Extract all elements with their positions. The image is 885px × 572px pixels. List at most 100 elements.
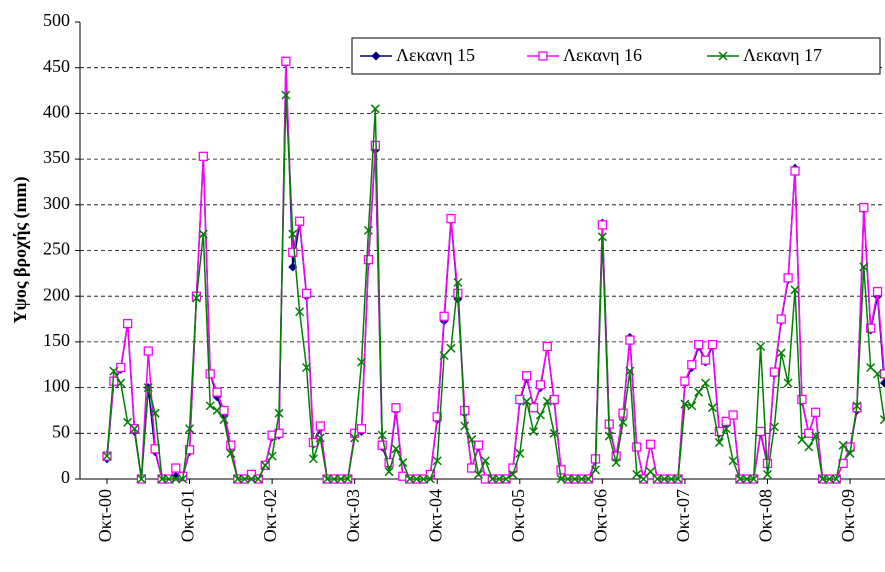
point xyxy=(185,424,195,434)
point xyxy=(136,474,146,484)
point xyxy=(728,456,738,466)
point xyxy=(528,403,539,413)
point xyxy=(783,378,793,388)
point xyxy=(363,254,374,265)
point xyxy=(288,247,298,257)
point xyxy=(831,474,841,484)
point xyxy=(680,376,690,386)
point xyxy=(762,469,773,479)
point xyxy=(171,474,181,484)
point xyxy=(556,465,566,475)
point xyxy=(129,424,140,434)
point xyxy=(879,369,885,379)
point xyxy=(700,355,711,365)
point xyxy=(184,445,195,455)
point xyxy=(749,474,759,484)
point xyxy=(116,378,126,388)
point xyxy=(742,474,752,484)
point xyxy=(824,474,834,484)
point xyxy=(233,474,243,484)
point xyxy=(274,428,284,438)
point xyxy=(460,421,470,431)
legend-marker xyxy=(718,51,728,61)
point xyxy=(288,229,298,239)
point xyxy=(226,448,236,458)
point xyxy=(467,435,477,445)
point xyxy=(508,469,518,479)
point xyxy=(838,440,848,450)
point xyxy=(535,380,546,390)
point xyxy=(109,366,119,376)
point xyxy=(356,424,367,434)
point xyxy=(549,428,559,438)
point xyxy=(384,467,394,477)
legend-label: Λεκανη 15 xyxy=(396,45,475,65)
point xyxy=(879,415,885,425)
point xyxy=(542,396,552,406)
point xyxy=(687,401,697,411)
point xyxy=(618,417,628,427)
legend-box xyxy=(351,37,881,75)
point xyxy=(391,444,401,454)
point xyxy=(260,460,270,470)
point xyxy=(611,458,621,468)
point xyxy=(432,456,442,466)
x-tick-label: Οκτ-05 xyxy=(508,489,528,542)
point xyxy=(178,474,188,484)
point xyxy=(879,378,885,388)
point xyxy=(391,403,401,413)
point xyxy=(315,421,325,431)
point xyxy=(556,474,566,484)
point xyxy=(790,166,800,176)
point xyxy=(721,424,731,434)
point xyxy=(301,288,312,299)
point xyxy=(673,474,683,484)
y-tick-label: 300 xyxy=(43,193,70,213)
point xyxy=(212,387,222,397)
point xyxy=(694,387,704,397)
point xyxy=(797,435,807,445)
point xyxy=(363,225,373,235)
y-tick-label: 400 xyxy=(43,102,70,122)
y-tick-label: 100 xyxy=(43,376,70,396)
point xyxy=(776,348,786,358)
point xyxy=(632,469,642,479)
point xyxy=(701,378,711,388)
x-tick-label: Οκτ-07 xyxy=(673,489,693,542)
legend-marker xyxy=(538,51,548,61)
point xyxy=(501,474,511,484)
y-tick-label: 0 xyxy=(61,467,70,487)
point xyxy=(143,346,153,356)
point xyxy=(246,474,257,484)
x-tick-label: Οκτ-01 xyxy=(178,489,198,542)
point xyxy=(618,408,628,418)
point xyxy=(811,431,821,441)
point xyxy=(253,474,263,484)
point xyxy=(597,220,608,230)
point xyxy=(783,273,793,283)
point xyxy=(295,307,305,317)
point xyxy=(122,318,133,329)
point xyxy=(322,474,332,484)
point xyxy=(473,469,484,479)
point xyxy=(817,474,828,484)
y-tick-label: 250 xyxy=(43,239,70,259)
point xyxy=(494,474,504,484)
point xyxy=(872,286,883,297)
point xyxy=(267,451,277,461)
point xyxy=(652,474,662,484)
point xyxy=(219,415,229,425)
point xyxy=(721,416,731,427)
y-tick-label: 450 xyxy=(43,56,70,76)
point xyxy=(205,369,215,379)
point xyxy=(728,410,738,420)
point xyxy=(584,474,594,484)
y-tick-label: 500 xyxy=(43,10,70,30)
point xyxy=(480,456,490,466)
point xyxy=(625,366,635,376)
point xyxy=(377,440,387,450)
point xyxy=(384,457,394,468)
point xyxy=(281,90,291,100)
point xyxy=(707,403,717,413)
point xyxy=(308,437,319,448)
